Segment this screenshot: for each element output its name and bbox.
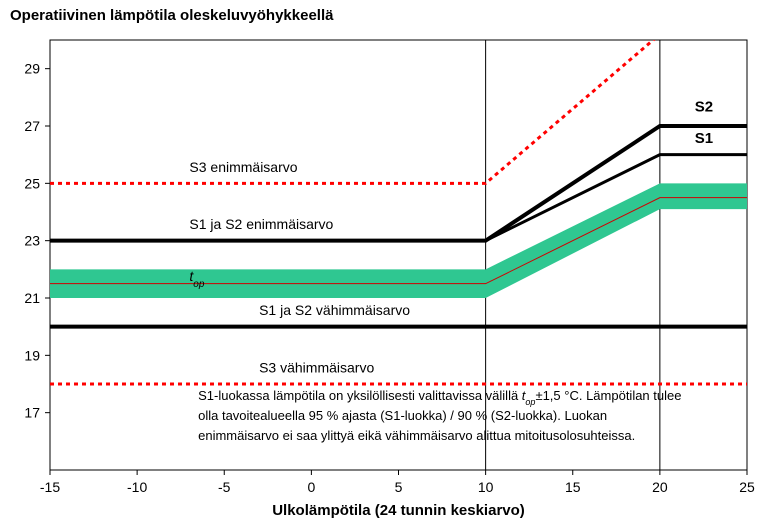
annotation-s3_min_label: S3 vähimmäisarvo (259, 360, 374, 376)
x-tick-label: 5 (395, 479, 403, 495)
y-tick-label: 29 (24, 61, 40, 77)
y-tick-label: 25 (24, 175, 40, 191)
y-tick-label: 19 (24, 347, 40, 363)
chart-title: Operatiivinen lämpötila oleskeluvyöhykke… (10, 7, 334, 24)
y-tick-label: 23 (24, 233, 40, 249)
annotation-s2_end: S2 (695, 99, 713, 116)
note-line: enimmäisarvo ei saa ylittyä eikä vähimmä… (198, 428, 635, 443)
annotation-s1s2_min_label: S1 ja S2 vähimmäisarvo (259, 302, 410, 318)
x-tick-label: -5 (218, 479, 231, 495)
annotation-s3_max_label: S3 enimmäisarvo (189, 159, 297, 175)
y-tick-label: 17 (24, 405, 40, 421)
x-axis-label: Ulkolämpötila (24 tunnin keskiarvo) (272, 502, 525, 519)
annotation-s1_end: S1 (695, 130, 713, 147)
temperature-chart: Operatiivinen lämpötila oleskeluvyöhykke… (0, 0, 767, 525)
note-line: olla tavoitealueella 95 % ajasta (S1-luo… (198, 408, 607, 423)
annotation-s1s2_max_label: S1 ja S2 enimmäisarvo (189, 216, 333, 232)
x-tick-label: -10 (127, 479, 147, 495)
x-tick-label: 0 (307, 479, 315, 495)
x-tick-label: 25 (739, 479, 755, 495)
x-tick-label: 10 (478, 479, 494, 495)
y-tick-label: 27 (24, 118, 40, 134)
x-tick-label: 15 (565, 479, 581, 495)
x-tick-label: -15 (40, 479, 60, 495)
x-tick-label: 20 (652, 479, 668, 495)
y-tick-label: 21 (24, 290, 40, 306)
plot-area: 17 19 21 23 25 27 29 -15 -10 -5 0 5 10 15 20 25 S3 enimm… (24, 34, 755, 495)
